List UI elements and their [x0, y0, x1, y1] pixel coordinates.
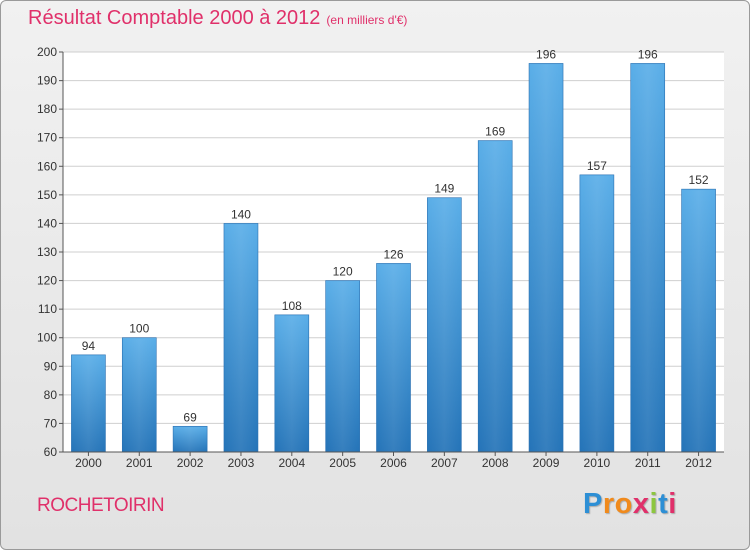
bar-sheen — [631, 64, 664, 452]
data-label: 126 — [383, 247, 403, 261]
commune-name: ROCHETOIRIN — [37, 495, 165, 516]
data-label: 140 — [231, 207, 251, 221]
data-label: 196 — [638, 47, 658, 61]
logo-letter: r — [602, 488, 615, 520]
y-tick-label: 70 — [44, 416, 58, 430]
y-tick-label: 130 — [37, 245, 57, 259]
x-tick-label: 2005 — [329, 456, 356, 470]
bar-sheen — [72, 355, 105, 452]
x-tick-label: 2012 — [685, 456, 712, 470]
x-tick-label: 2001 — [126, 456, 153, 470]
bar-sheen — [682, 190, 715, 452]
x-tick-label: 2011 — [635, 456, 661, 470]
data-label: 157 — [587, 159, 607, 173]
y-tick-label: 100 — [37, 331, 57, 345]
bar-sheen — [377, 264, 410, 452]
data-label: 169 — [485, 125, 505, 139]
data-label: 100 — [129, 322, 149, 336]
y-tick-label: 110 — [38, 302, 57, 316]
logo-letter: P — [583, 488, 603, 520]
y-tick-label: 180 — [37, 102, 57, 116]
bar-sheen — [479, 141, 512, 453]
chart-title: Résultat Comptable 2000 à 2012 (en millie… — [28, 7, 407, 30]
x-tick-label: 2007 — [431, 456, 458, 470]
chart-title-text: Résultat Comptable 2000 à 2012 — [28, 7, 321, 29]
x-tick-label: 2009 — [533, 456, 560, 470]
y-tick-label: 120 — [37, 274, 57, 288]
data-label: 149 — [434, 182, 454, 196]
y-tick-label: 150 — [37, 188, 57, 202]
bar-sheen — [580, 175, 613, 452]
x-tick-label: 2008 — [482, 456, 509, 470]
bars — [71, 63, 716, 453]
x-tick-label: 2003 — [228, 456, 255, 470]
logo-letter: x — [632, 488, 650, 520]
x-tick-label: 2006 — [380, 456, 407, 470]
y-tick-label: 160 — [37, 159, 57, 173]
logo-letter: i — [649, 488, 659, 520]
x-tick-label: 2002 — [177, 456, 204, 470]
data-label: 94 — [82, 339, 96, 353]
bar-sheen — [326, 281, 359, 452]
y-tick-label: 170 — [37, 131, 57, 145]
proxiti-logo: Proxiti — [583, 488, 677, 521]
y-tick-label: 190 — [37, 74, 57, 88]
y-tick-label: 60 — [44, 445, 58, 459]
logo-letter: i — [668, 488, 677, 520]
data-label: 196 — [536, 47, 556, 61]
bar-sheen — [174, 427, 207, 452]
y-tick-label: 80 — [44, 388, 58, 402]
data-labels: 94 100 69 140 108 120 126 149 169 196 157 196 152 — [82, 47, 709, 424]
data-label: 108 — [282, 299, 302, 313]
data-label: 152 — [689, 173, 709, 187]
bar-sheen — [428, 198, 461, 452]
y-tick-label: 200 — [37, 45, 57, 59]
bar-sheen — [275, 315, 308, 452]
axes: 60 70 80 90 100 110 120 130 140 150 160 170 180 190 20… — [37, 45, 724, 470]
x-tick-label: 2010 — [584, 456, 611, 470]
x-tick-label: 2000 — [75, 456, 102, 470]
data-label: 69 — [183, 410, 197, 424]
bar-sheen — [530, 64, 563, 452]
logo-letter: o — [614, 488, 633, 520]
bar-sheen — [123, 338, 156, 452]
chart-subtitle: (en milliers d'€) — [326, 13, 408, 27]
data-label: 120 — [333, 265, 353, 279]
x-tick-label: 2004 — [278, 456, 305, 470]
y-tick-label: 140 — [37, 216, 57, 230]
bar-sheen — [224, 224, 257, 452]
logo-letter: t — [658, 488, 669, 520]
y-tick-label: 90 — [44, 359, 58, 373]
